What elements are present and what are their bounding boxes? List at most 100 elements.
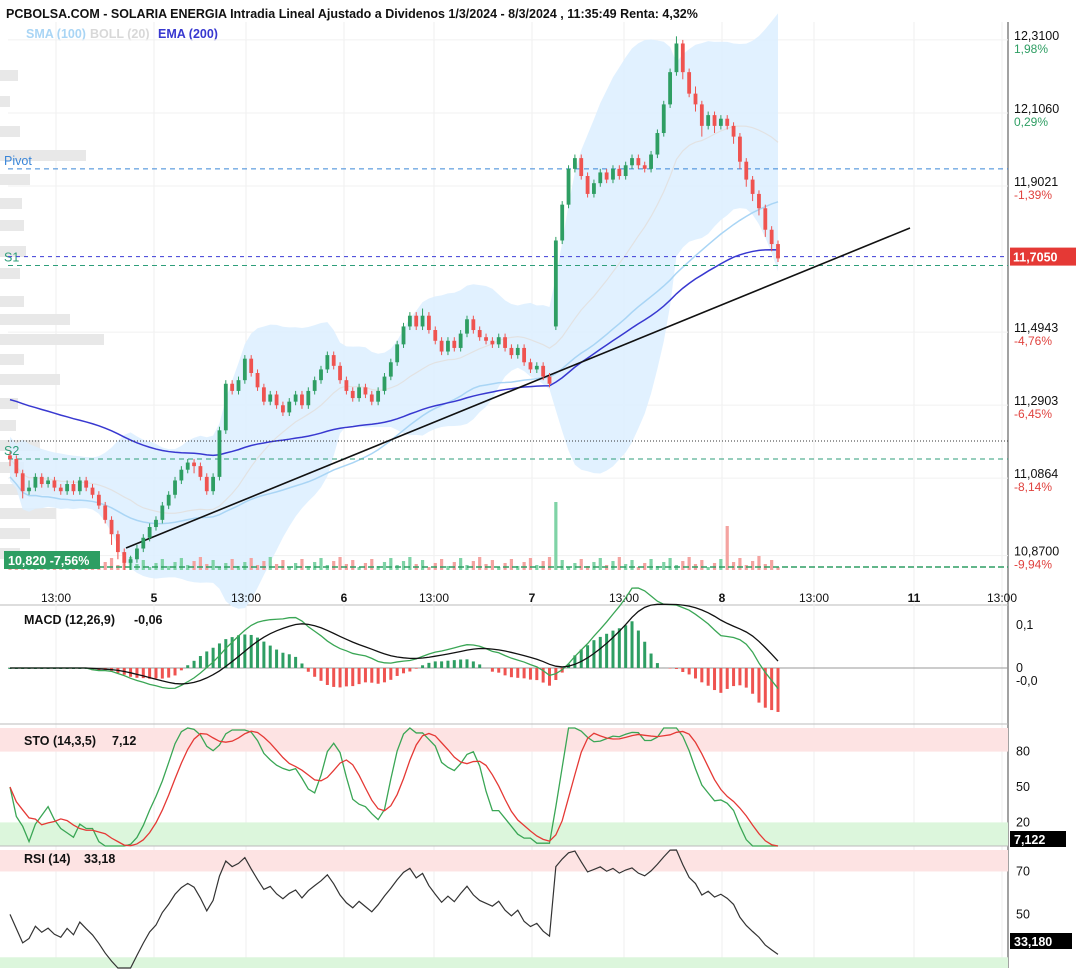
candle: [484, 337, 488, 341]
legend-ema[interactable]: EMA (200): [158, 27, 218, 41]
candle: [211, 476, 216, 492]
candle: [572, 158, 577, 169]
candle: [528, 362, 533, 370]
volume-bar: [547, 557, 552, 570]
candle: [388, 362, 393, 377]
macd-histogram-bar: [275, 649, 279, 668]
candle: [27, 487, 31, 492]
macd-histogram-bar: [446, 660, 450, 668]
volume-bar: [141, 560, 145, 570]
macd-histogram-bar: [408, 668, 412, 672]
candle: [109, 519, 114, 535]
y-tick-label: 10,8700: [1014, 545, 1059, 559]
candle: [515, 347, 520, 356]
volume-profile-bar: [0, 220, 24, 231]
volume-bar: [560, 560, 564, 570]
candle: [566, 168, 571, 205]
macd-histogram-bar: [770, 668, 774, 711]
volume-bar: [179, 558, 183, 570]
sto-label: STO (14,3,5): [24, 734, 96, 748]
macd-line: [10, 587, 779, 690]
volume-bar: [338, 557, 342, 570]
macd-histogram-bar: [294, 656, 298, 668]
x-tick-label: 13:00: [231, 591, 261, 605]
macd-histogram-bar: [643, 641, 647, 668]
macd-histogram-bar: [516, 668, 520, 678]
volume-bar: [274, 564, 279, 570]
candle: [769, 229, 774, 245]
candle: [687, 72, 692, 94]
volume-bar: [490, 560, 494, 570]
macd-histogram-bar: [268, 645, 272, 668]
macd-histogram-bar: [319, 668, 323, 681]
candle: [757, 193, 761, 209]
macd-panel[interactable]: 0,1 0-0,0: [0, 587, 1038, 725]
volume-bar: [370, 559, 374, 570]
sto-d-line: [9, 730, 779, 847]
candle: [217, 430, 222, 477]
macd-histogram-bar: [465, 659, 469, 668]
macd-histogram-bar: [509, 668, 513, 678]
volume-bar: [719, 559, 723, 570]
macd-histogram-bar: [179, 668, 183, 671]
candle: [630, 158, 634, 166]
volume-profile-bar: [0, 508, 56, 519]
candle: [433, 330, 438, 341]
candle: [204, 476, 209, 492]
volume-bar: [522, 562, 526, 570]
macd-histogram-bar: [732, 668, 736, 687]
candle: [255, 373, 260, 388]
rsi-label: RSI (14): [24, 852, 71, 866]
volume-bar: [192, 561, 196, 570]
candle: [154, 519, 158, 528]
volume-bar: [217, 567, 222, 570]
candle: [293, 394, 298, 402]
macd-histogram-bar: [249, 634, 253, 668]
macd-histogram-bar: [325, 668, 329, 685]
volume-profile-bar: [0, 398, 18, 409]
y-tick-pct: 0,29%: [1014, 115, 1048, 129]
macd-histogram-bar: [198, 656, 202, 668]
candle: [636, 158, 641, 166]
x-tick-label: 7: [529, 591, 536, 605]
candle: [325, 355, 330, 370]
y-tick-label: 11,9021: [1014, 175, 1058, 189]
candle: [395, 344, 400, 363]
macd-histogram-bar: [344, 668, 348, 687]
volume-bar: [186, 565, 190, 570]
sto-value: 7,12: [112, 734, 136, 748]
y-tick-pct: -9,94%: [1014, 558, 1052, 572]
volume-bar: [408, 557, 412, 570]
rsi-overbought-zone: [0, 850, 1008, 872]
volume-bar: [230, 559, 234, 570]
candle: [338, 365, 342, 381]
macd-histogram-bar: [459, 659, 463, 668]
volume-bar: [585, 566, 590, 570]
rsi-oversold-zone: [0, 957, 1008, 968]
volume-bar: [751, 561, 755, 570]
sto-oversold-zone: [0, 822, 1008, 846]
candle: [553, 240, 558, 327]
candle: [420, 315, 425, 327]
legend-boll[interactable]: BOLL (20): [90, 27, 150, 41]
candle: [350, 390, 355, 399]
macd-y-tick: 0,1: [1016, 618, 1033, 632]
x-tick-label: 6: [341, 591, 348, 605]
volume-bar: [459, 558, 463, 570]
macd-histogram-bar: [478, 664, 482, 668]
volume-bar: [770, 560, 774, 570]
macd-histogram-bar: [332, 668, 336, 687]
stochastic-panel[interactable]: 80 50 20 7,122: [0, 727, 1066, 847]
trend-line: [125, 227, 911, 549]
volume-bar: [554, 502, 558, 570]
candle: [407, 315, 412, 327]
volume-bar: [255, 565, 260, 570]
candle: [731, 125, 736, 137]
volume-profile-bar: [0, 246, 26, 257]
x-tick-label: 13:00: [987, 591, 1017, 605]
volume-bar: [211, 560, 215, 570]
rsi-panel[interactable]: 70 50 33,180: [0, 849, 1072, 969]
macd-histogram-bar: [763, 668, 767, 708]
candle: [446, 340, 450, 352]
